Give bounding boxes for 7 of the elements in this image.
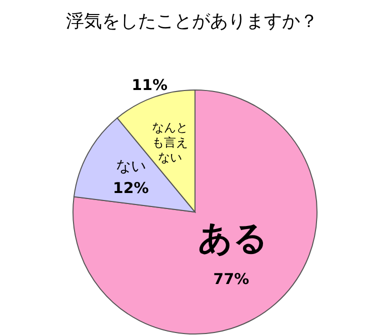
slice-label: ある: [198, 218, 268, 258]
chart-title: 浮気をしたことがありますか？: [66, 10, 318, 32]
data-label: 12%: [112, 178, 149, 197]
slice-label: なんとも言えない: [152, 120, 188, 164]
data-label: 77%: [213, 270, 250, 288]
data-label: 11%: [132, 76, 168, 94]
slice-label: ない: [116, 156, 146, 175]
